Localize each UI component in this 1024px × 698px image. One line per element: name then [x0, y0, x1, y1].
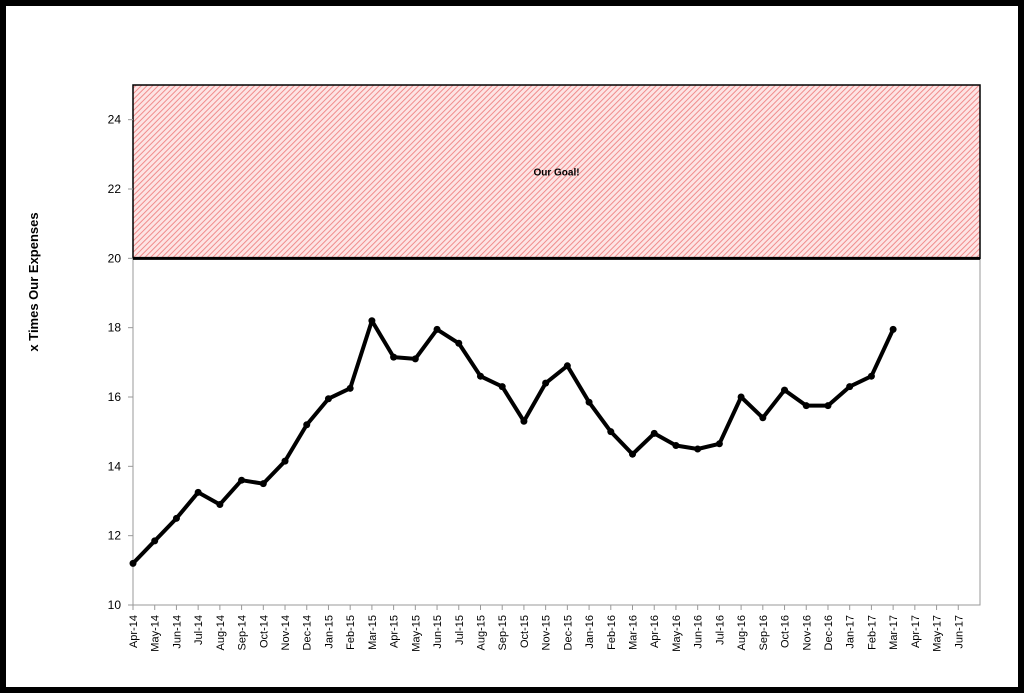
x-tick-label: Jun-14 [171, 615, 183, 649]
point [346, 384, 354, 392]
point [715, 440, 723, 448]
x-tick-label: Oct-14 [258, 615, 270, 648]
point [433, 325, 441, 333]
point [390, 353, 398, 361]
point [476, 372, 484, 380]
point [303, 421, 311, 429]
point [151, 537, 159, 545]
point [781, 386, 789, 394]
x-tick-label: Jan-15 [323, 615, 335, 649]
point [324, 395, 332, 403]
x-tick-label: Dec-16 [823, 615, 835, 650]
y-tick-label: 16 [108, 390, 122, 404]
point [629, 450, 637, 458]
point [411, 355, 419, 363]
x-tick-label: Oct-15 [519, 615, 531, 648]
y-tick-label: 14 [108, 459, 122, 473]
x-tick-label: Apr-14 [128, 615, 140, 648]
x-tick-label: Aug-16 [736, 615, 748, 650]
x-tick-label: Jun-17 [953, 615, 965, 649]
x-tick-label: Aug-14 [215, 615, 227, 650]
point [172, 514, 180, 522]
x-tick-label: Dec-15 [562, 615, 574, 650]
point [802, 402, 810, 410]
x-tick-label: Nov-14 [280, 615, 292, 650]
point [520, 417, 528, 425]
point [542, 379, 550, 387]
point [216, 500, 224, 508]
point [498, 383, 506, 391]
x-tick-label: Jan-16 [584, 615, 596, 649]
point [672, 442, 680, 450]
x-tick-label: Mar-15 [367, 615, 379, 650]
x-tick-label: Sep-15 [497, 615, 509, 650]
point [585, 398, 593, 406]
x-tick-label: May-17 [932, 615, 944, 652]
x-tick-label: Mar-16 [628, 615, 640, 650]
point [259, 480, 267, 488]
point [846, 383, 854, 391]
x-tick-label: May-14 [150, 615, 162, 652]
x-tick-label: Jun-15 [432, 615, 444, 649]
goal-band [132, 84, 981, 260]
x-tick-label: Oct-16 [780, 615, 792, 648]
x-tick-label: Feb-16 [606, 615, 618, 650]
y-tick-label: 18 [108, 321, 122, 335]
x-tick-label: Apr-15 [389, 615, 401, 648]
point [129, 559, 137, 567]
x-tick-label: Apr-16 [649, 615, 661, 648]
point [607, 428, 615, 436]
x-tick-label: Mar-17 [888, 615, 900, 650]
point [563, 362, 571, 370]
x-tick-label: Dec-14 [302, 615, 314, 650]
goal-label: Our Goal! [533, 168, 579, 179]
point [867, 372, 875, 380]
y-tick-label: 10 [108, 598, 122, 612]
x-tick-label: Feb-17 [866, 615, 878, 650]
x-tick-label: Apr-17 [910, 615, 922, 648]
point [889, 325, 897, 333]
y-tick-label: 22 [108, 182, 122, 196]
y-tick-label: 20 [108, 251, 122, 265]
x-tick-label: Sep-16 [758, 615, 770, 650]
point [694, 445, 702, 453]
x-tick-label: Aug-15 [475, 615, 487, 650]
point [824, 402, 832, 410]
point [650, 429, 658, 437]
x-tick-label: May-15 [410, 615, 422, 652]
x-tick-label: May-16 [671, 615, 683, 652]
x-tick-label: Jan-17 [845, 615, 857, 649]
x-tick-label: Jun-16 [693, 615, 705, 649]
point [238, 476, 246, 484]
x-tick-label: Nov-16 [801, 615, 813, 650]
y-axis-label: x Times Our Expenses [26, 212, 41, 351]
point [759, 414, 767, 422]
y-tick-label: 12 [108, 529, 122, 543]
line [131, 318, 895, 565]
x-tick-label: Jul-14 [193, 615, 205, 645]
point [737, 393, 745, 401]
x-tick-label: Jul-16 [714, 615, 726, 645]
point [281, 457, 289, 465]
y-tick-label: 24 [108, 113, 122, 127]
x-tick-label: Nov-15 [541, 615, 553, 650]
x-tick-label: Feb-15 [345, 615, 357, 650]
point [455, 339, 463, 347]
point [368, 317, 376, 325]
x-tick-label: Sep-14 [237, 615, 249, 650]
x-tick-label: Jul-15 [454, 615, 466, 645]
point [194, 488, 202, 496]
